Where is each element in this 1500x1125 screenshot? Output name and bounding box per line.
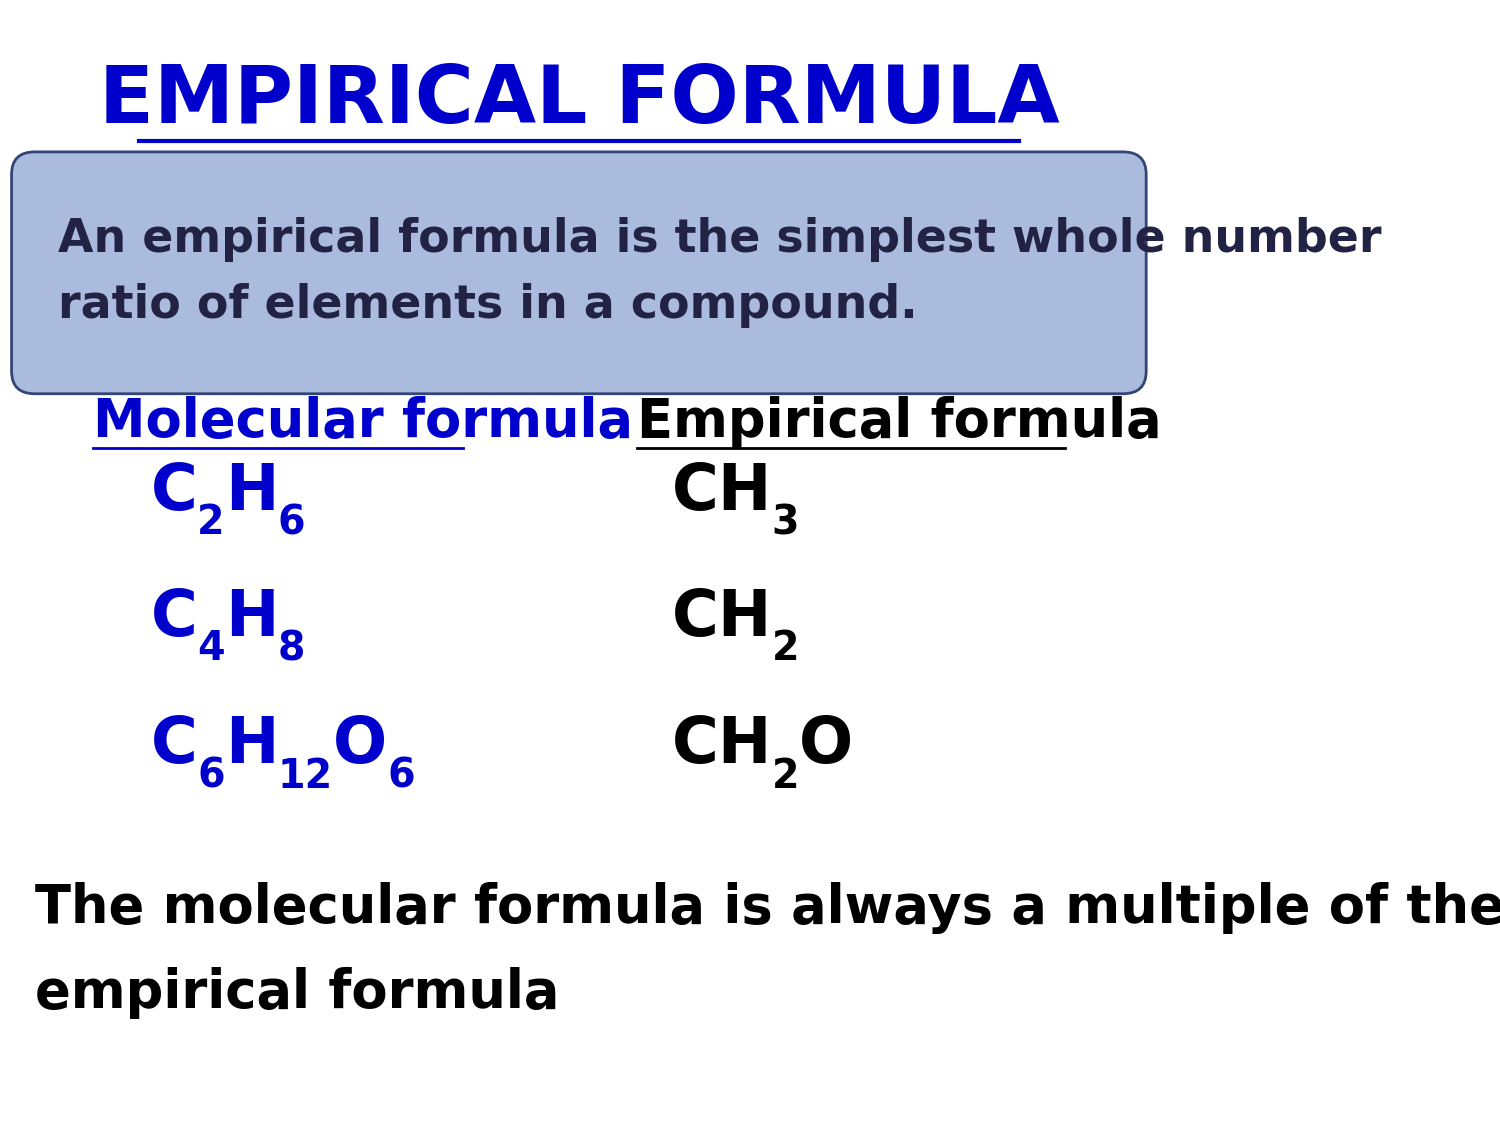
- Text: 3: 3: [771, 503, 800, 543]
- Text: Empirical formula: Empirical formula: [638, 396, 1161, 448]
- FancyBboxPatch shape: [12, 152, 1146, 394]
- Text: 6: 6: [387, 756, 414, 796]
- Text: 12: 12: [278, 756, 333, 796]
- Text: CH: CH: [672, 460, 772, 523]
- Text: H: H: [225, 713, 278, 776]
- Text: H: H: [225, 586, 278, 649]
- Text: C: C: [150, 586, 198, 649]
- Text: 4: 4: [196, 629, 225, 669]
- Text: 2: 2: [771, 629, 800, 669]
- Text: CH: CH: [672, 713, 772, 776]
- Text: 8: 8: [278, 629, 306, 669]
- Text: C: C: [150, 460, 198, 523]
- Text: O: O: [333, 713, 387, 776]
- Text: An empirical formula is the simplest whole number
ratio of elements in a compoun: An empirical formula is the simplest who…: [58, 217, 1382, 327]
- Text: C: C: [150, 713, 198, 776]
- Text: Molecular formula: Molecular formula: [93, 396, 633, 448]
- Text: O: O: [800, 713, 853, 776]
- Text: CH: CH: [672, 586, 772, 649]
- Text: EMPIRICAL FORMULA: EMPIRICAL FORMULA: [99, 62, 1059, 141]
- Text: H: H: [225, 460, 278, 523]
- Text: 6: 6: [278, 503, 306, 543]
- Text: The molecular formula is always a multiple of the
empirical formula: The molecular formula is always a multip…: [34, 882, 1500, 1019]
- Text: 2: 2: [196, 503, 225, 543]
- Text: 2: 2: [771, 756, 800, 796]
- Text: 6: 6: [196, 756, 225, 796]
